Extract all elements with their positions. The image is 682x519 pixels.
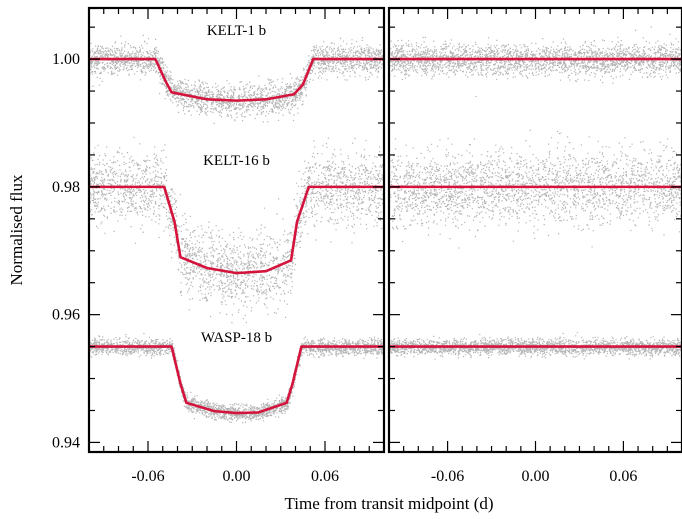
eclipse-plot-area	[389, 26, 682, 360]
kelt-1-b-transit-data-points	[89, 34, 384, 124]
kelt-1-b-eclipse-data-points	[389, 26, 682, 98]
wasp-18-b-transit-model-line	[89, 345, 384, 415]
kelt-16-b-label: KELT-16 b	[203, 153, 270, 169]
wasp-18-b-label: WASP-18 b	[201, 330, 272, 346]
x-tick-label: 0.00	[522, 468, 550, 485]
x-tick-label: 0.00	[223, 468, 251, 485]
x-axis-label: Time from transit midpoint (d)	[284, 494, 493, 513]
kelt-16-b-eclipse-data-points	[389, 129, 682, 249]
kelt-1-b-label: KELT-1 b	[207, 23, 266, 39]
transit-frame	[87, 6, 386, 454]
x-tick-label: 0.06	[609, 468, 637, 485]
transit-panel: KELT-1 b KELT-16 b WASP-18 b -0.06 0.00 0.06 0…	[52, 6, 386, 485]
x-tick-label: -0.06	[131, 468, 164, 485]
x-tick-label: 0.06	[311, 468, 339, 485]
kelt-16-b-transit-model-line	[89, 185, 384, 275]
kelt-1-b-transit-model-line	[89, 57, 384, 102]
y-tick-label: 0.96	[52, 307, 80, 324]
y-axis-label: Normalised flux	[7, 174, 26, 285]
y-tick-label: 1.00	[52, 51, 80, 68]
y-tick-label: 0.98	[52, 179, 80, 196]
eclipse-panel: -0.06 0.00 0.06	[387, 6, 682, 485]
x-tick-label: -0.06	[431, 468, 464, 485]
y-tick-label: 0.94	[52, 434, 80, 451]
transit-plot-area	[89, 34, 384, 424]
